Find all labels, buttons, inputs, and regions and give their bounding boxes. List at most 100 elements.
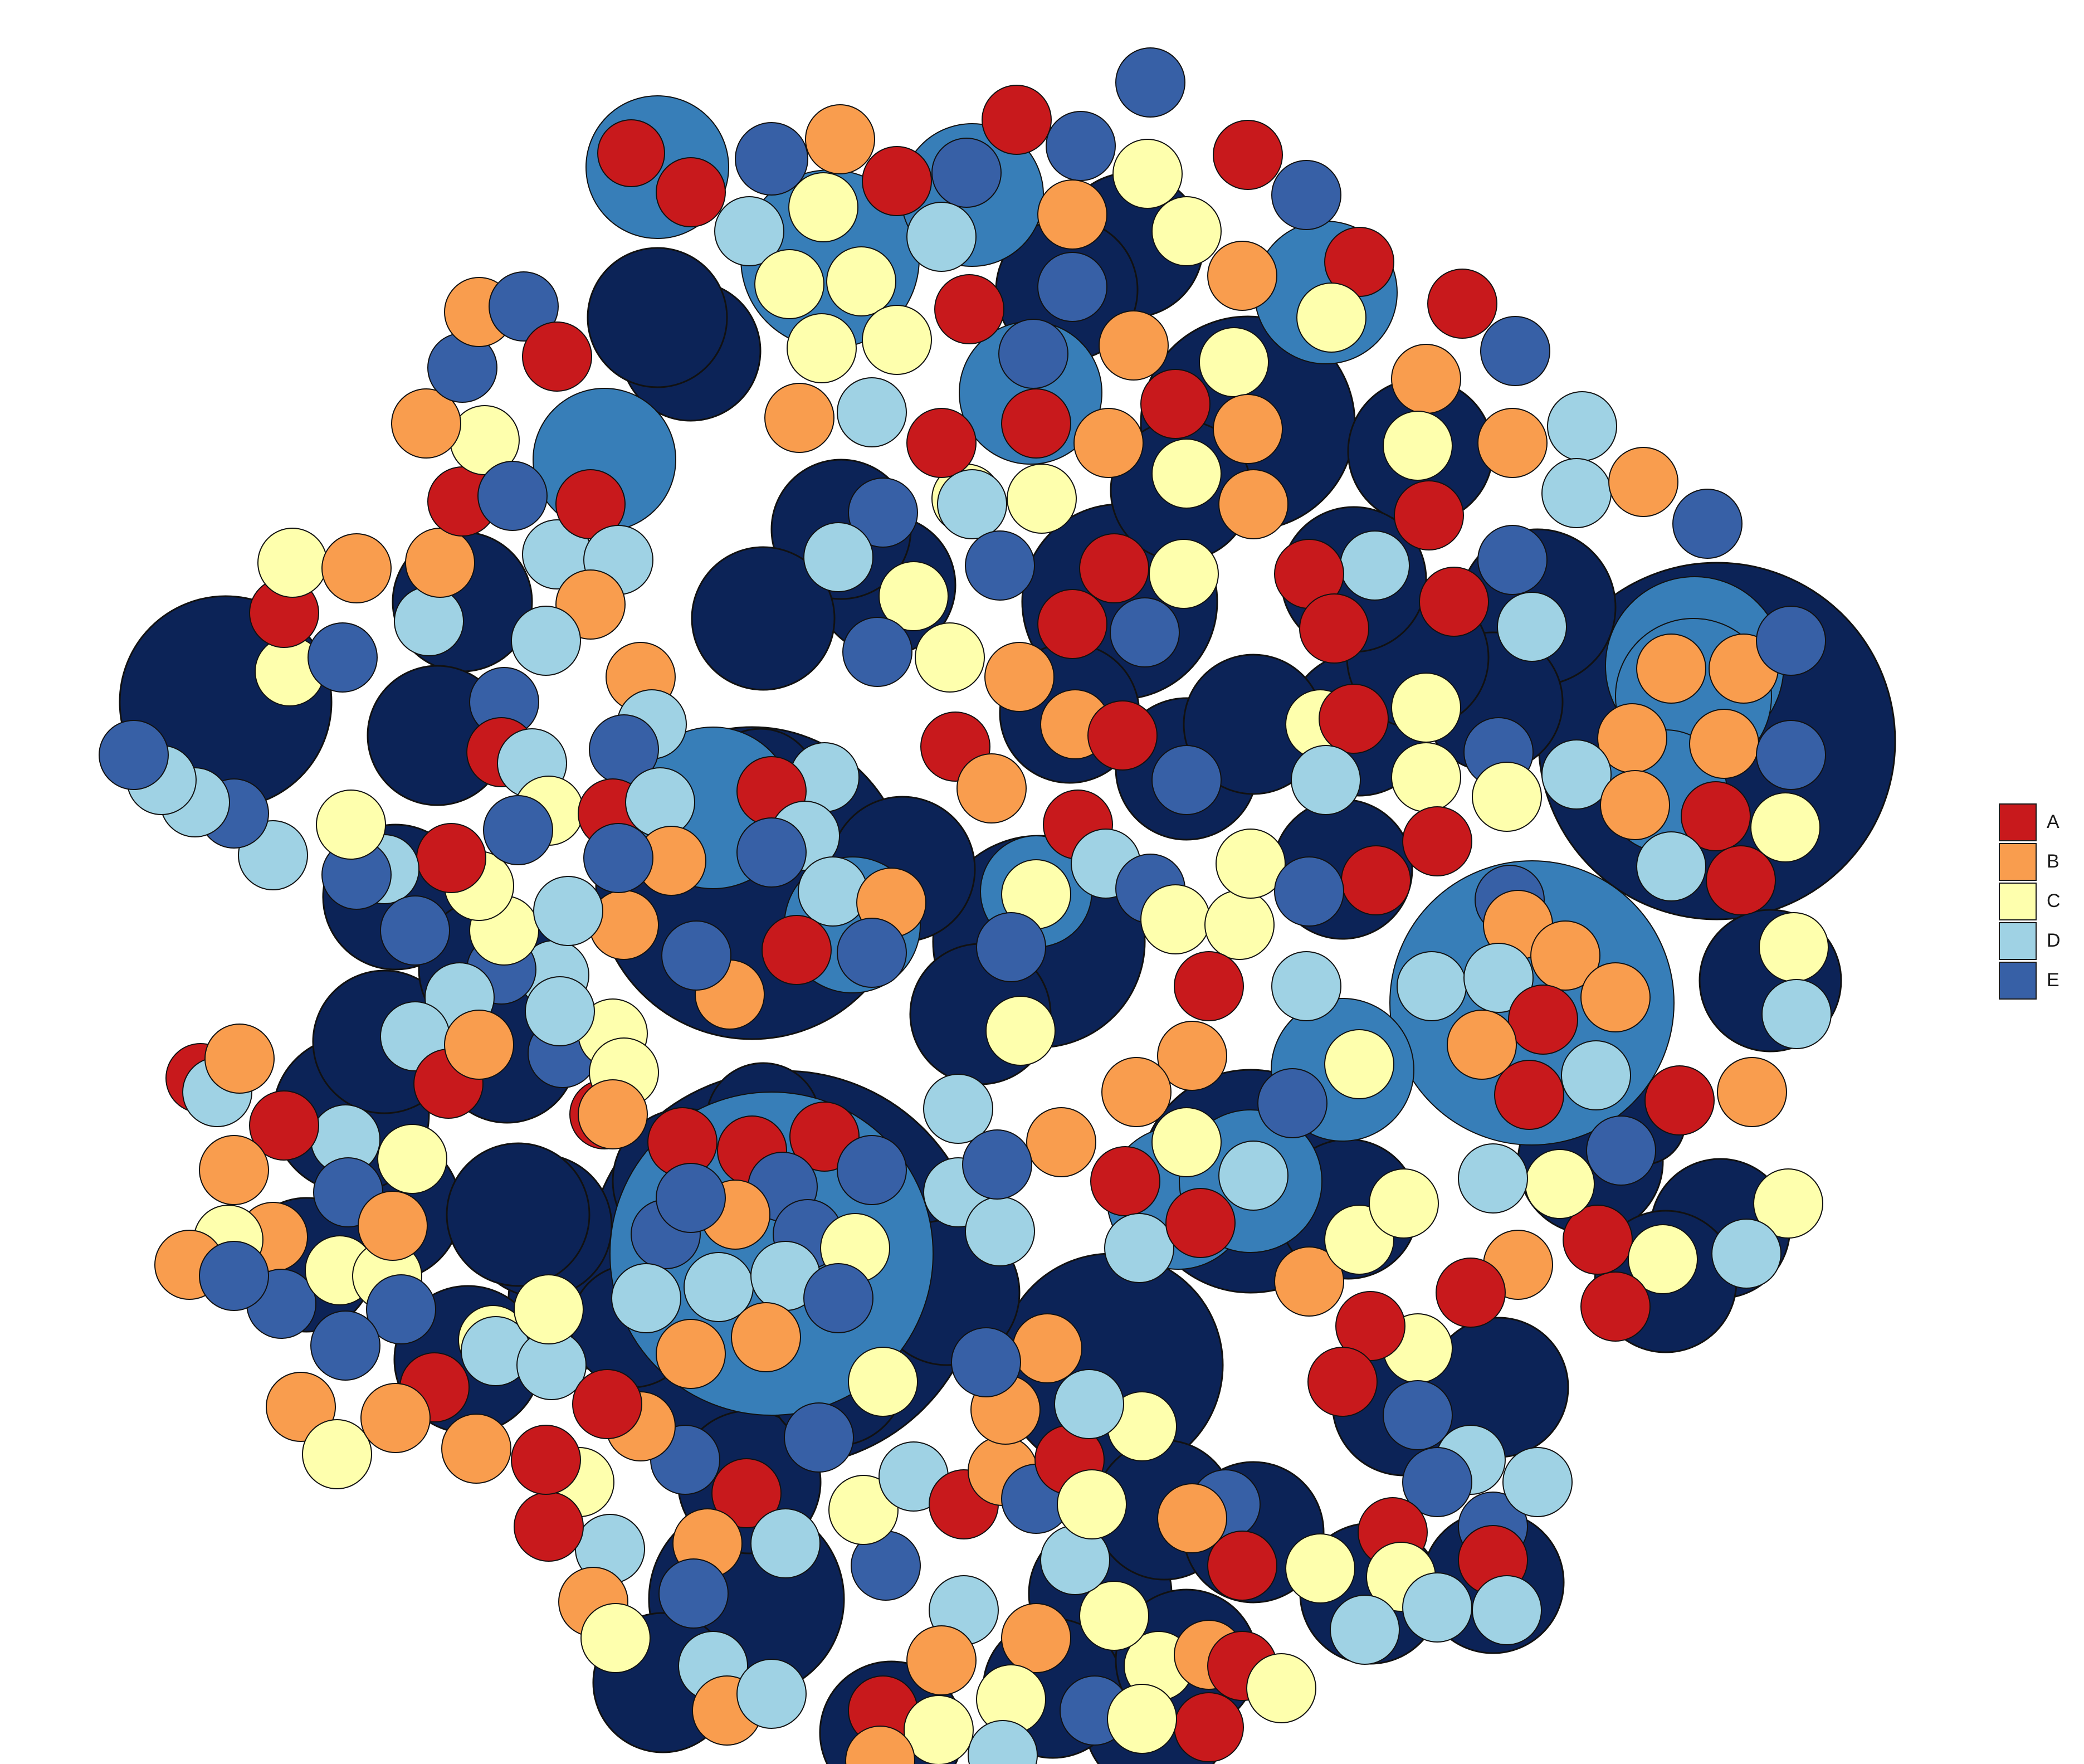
legend-item-e: E	[1999, 961, 2061, 1000]
legend: A B C D E	[1999, 802, 2061, 1000]
leaf-circle-e	[1756, 606, 1826, 676]
leaf-circle-e	[1037, 252, 1107, 322]
leaf-circle-e	[931, 138, 1002, 208]
leaf-circle-c	[1151, 196, 1222, 266]
leaf-circle-e	[656, 1163, 726, 1233]
leaf-circle-a	[982, 85, 1052, 155]
leaf-circle-b	[405, 528, 475, 598]
leaf-circle-b	[1636, 634, 1706, 704]
leaf-circle-a	[1299, 593, 1369, 664]
leaf-circle-c	[1149, 539, 1219, 609]
legend-item-d: D	[1999, 921, 2061, 961]
legend-label-c: C	[2047, 890, 2061, 912]
leaf-circle-a	[711, 1458, 782, 1528]
leaf-circle-a	[1174, 951, 1244, 1021]
leaf-circle-b	[731, 1302, 801, 1372]
leaf-circle-c	[1628, 1224, 1698, 1294]
leaf-circle-c	[1324, 1029, 1394, 1099]
leaf-circle-b	[1218, 469, 1289, 539]
leaf-circle-a	[514, 1492, 584, 1562]
leaf-circle-b	[199, 1135, 269, 1205]
leaf-circle-d	[1104, 1213, 1174, 1283]
leaf-circle-e	[489, 271, 559, 342]
leaf-circle-c	[1383, 411, 1453, 481]
leaf-circle-c	[862, 305, 932, 375]
leaf-circle-e	[583, 823, 653, 893]
leaf-circle-c	[1750, 792, 1821, 862]
leaf-circle-c	[302, 1419, 372, 1489]
leaf-circle-d	[1218, 1141, 1289, 1211]
leaf-circle-a	[1079, 533, 1149, 603]
leaf-circle-e	[661, 920, 731, 991]
leaf-circle-d	[1054, 1369, 1124, 1439]
leaf-circle-c	[985, 996, 1056, 1066]
leaf-circle-d	[803, 522, 873, 592]
leaf-circle-e	[366, 1274, 436, 1344]
leaf-circle-b	[1099, 310, 1169, 381]
leaf-circle-e	[842, 617, 912, 687]
leaf-circle-d	[906, 202, 977, 272]
legend-swatch-a	[1999, 803, 2037, 841]
leaf-circle-c	[1285, 1533, 1355, 1604]
leaf-circle-a	[572, 1369, 642, 1439]
leaf-circle-b	[845, 1726, 915, 1764]
leaf-circle-e	[1115, 47, 1185, 118]
legend-item-a: A	[1999, 802, 2061, 842]
leaf-circle-c	[1151, 438, 1222, 509]
leaf-circle-c	[1391, 673, 1461, 743]
leaf-circle-e	[1110, 597, 1180, 667]
leaf-circle-b	[1600, 770, 1670, 840]
leaf-circle-e	[976, 912, 1046, 982]
leaf-circle-e	[199, 1241, 269, 1311]
legend-swatch-c	[1999, 882, 2037, 920]
leaf-circle-a	[1207, 1531, 1277, 1601]
leaf-circle-a	[1140, 369, 1211, 439]
leaf-circle-a	[1037, 589, 1107, 659]
leaf-circle-c	[1525, 1149, 1595, 1219]
leaf-circle-a	[934, 274, 1004, 344]
leaf-circle-b	[1026, 1107, 1096, 1177]
leaf-circle-a	[1090, 1146, 1160, 1216]
leaf-circle-d	[750, 1508, 821, 1578]
leaf-circle-b	[1073, 408, 1144, 478]
leaf-circle-e	[735, 122, 808, 196]
leaf-circle-a	[1580, 1271, 1651, 1342]
leaf-circle-c	[514, 1274, 584, 1344]
leaf-circle-d	[1711, 1219, 1782, 1289]
leaf-circle-e	[1151, 745, 1222, 815]
leaf-circle-b	[1689, 709, 1759, 779]
legend-label-a: A	[2047, 811, 2059, 832]
leaf-circle-c	[787, 313, 857, 383]
leaf-circle-e	[998, 319, 1068, 389]
leaf-circle-d	[1497, 592, 1567, 662]
leaf-circle-b	[204, 1024, 275, 1094]
leaf-circle-c	[1369, 1168, 1439, 1239]
legend-swatch-b	[1999, 842, 2037, 881]
leaf-circle-e	[962, 1129, 1032, 1200]
leaf-circle-c	[828, 1475, 899, 1545]
leaf-circle-e	[308, 622, 378, 693]
leaf-circle-c	[1391, 742, 1461, 812]
leaf-circle-b	[1207, 241, 1277, 311]
leaf-circle-d	[798, 856, 868, 927]
leaf-circle-a	[1087, 700, 1158, 771]
leaf-circle-d	[1330, 1595, 1400, 1665]
leaf-circle-a	[1494, 1060, 1564, 1130]
leaf-circle-d	[533, 876, 603, 946]
leaf-circle-d	[1402, 1572, 1472, 1643]
leaf-circle-d	[1561, 1040, 1631, 1110]
leaf-circle-e	[1480, 316, 1550, 386]
leaf-circle-e	[310, 1310, 380, 1381]
leaf-circle-b	[1580, 962, 1651, 1032]
leaf-circle-d	[968, 1720, 1038, 1764]
leaf-circle-b	[391, 388, 461, 459]
legend-swatch-e	[1999, 961, 2037, 1000]
leaf-circle-c	[826, 246, 896, 316]
leaf-circle-b	[441, 1414, 511, 1484]
leaf-circle-e	[1046, 111, 1116, 181]
leaf-circle-c	[788, 172, 858, 242]
leaf-circle-a	[1419, 567, 1489, 637]
leaf-circle-e	[965, 530, 1035, 601]
leaf-circle-d	[1502, 1447, 1573, 1517]
